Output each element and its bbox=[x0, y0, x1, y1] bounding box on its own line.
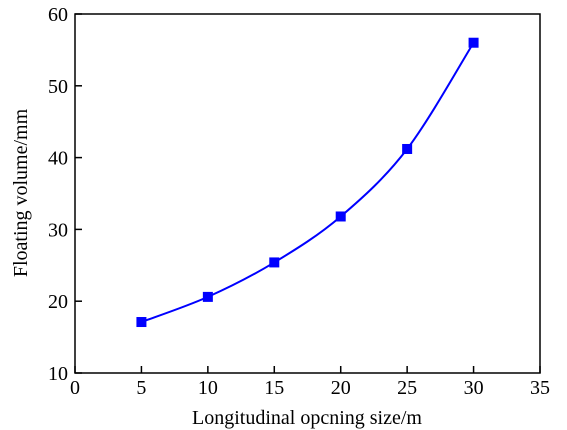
x-tick-label: 5 bbox=[136, 377, 146, 399]
data-point-marker bbox=[136, 317, 147, 328]
series-layer bbox=[136, 37, 479, 328]
y-tick-label: 40 bbox=[48, 148, 68, 170]
plot-frame bbox=[74, 13, 541, 374]
x-tick-label: 10 bbox=[198, 377, 218, 399]
y-tick-label: 60 bbox=[48, 4, 68, 26]
x-tick-label: 30 bbox=[464, 377, 484, 399]
y-tick-label: 20 bbox=[48, 291, 68, 313]
y-tick-label: 50 bbox=[48, 76, 68, 98]
data-point-marker bbox=[335, 211, 346, 222]
x-tick-label: 15 bbox=[264, 377, 284, 399]
series-line bbox=[141, 42, 475, 323]
x-tick-label: 20 bbox=[331, 377, 351, 399]
y-tick-label: 30 bbox=[48, 219, 68, 241]
data-point-marker bbox=[402, 143, 413, 154]
ticks-layer: 0 5 10 15 20 25 30 35 10 20 30 40 50 60 bbox=[48, 4, 550, 399]
x-tick-label: 25 bbox=[397, 377, 417, 399]
data-point-marker bbox=[269, 257, 280, 268]
x-tick-label: 0 bbox=[70, 377, 80, 399]
data-point-marker bbox=[468, 37, 479, 48]
y-axis-title: Floating volume/mm bbox=[10, 108, 32, 277]
y-tick-label: 10 bbox=[48, 363, 68, 385]
x-tick-label: 35 bbox=[530, 377, 550, 399]
data-point-marker bbox=[202, 291, 213, 302]
x-axis-title: Longitudinal opcning size/m bbox=[192, 407, 422, 429]
